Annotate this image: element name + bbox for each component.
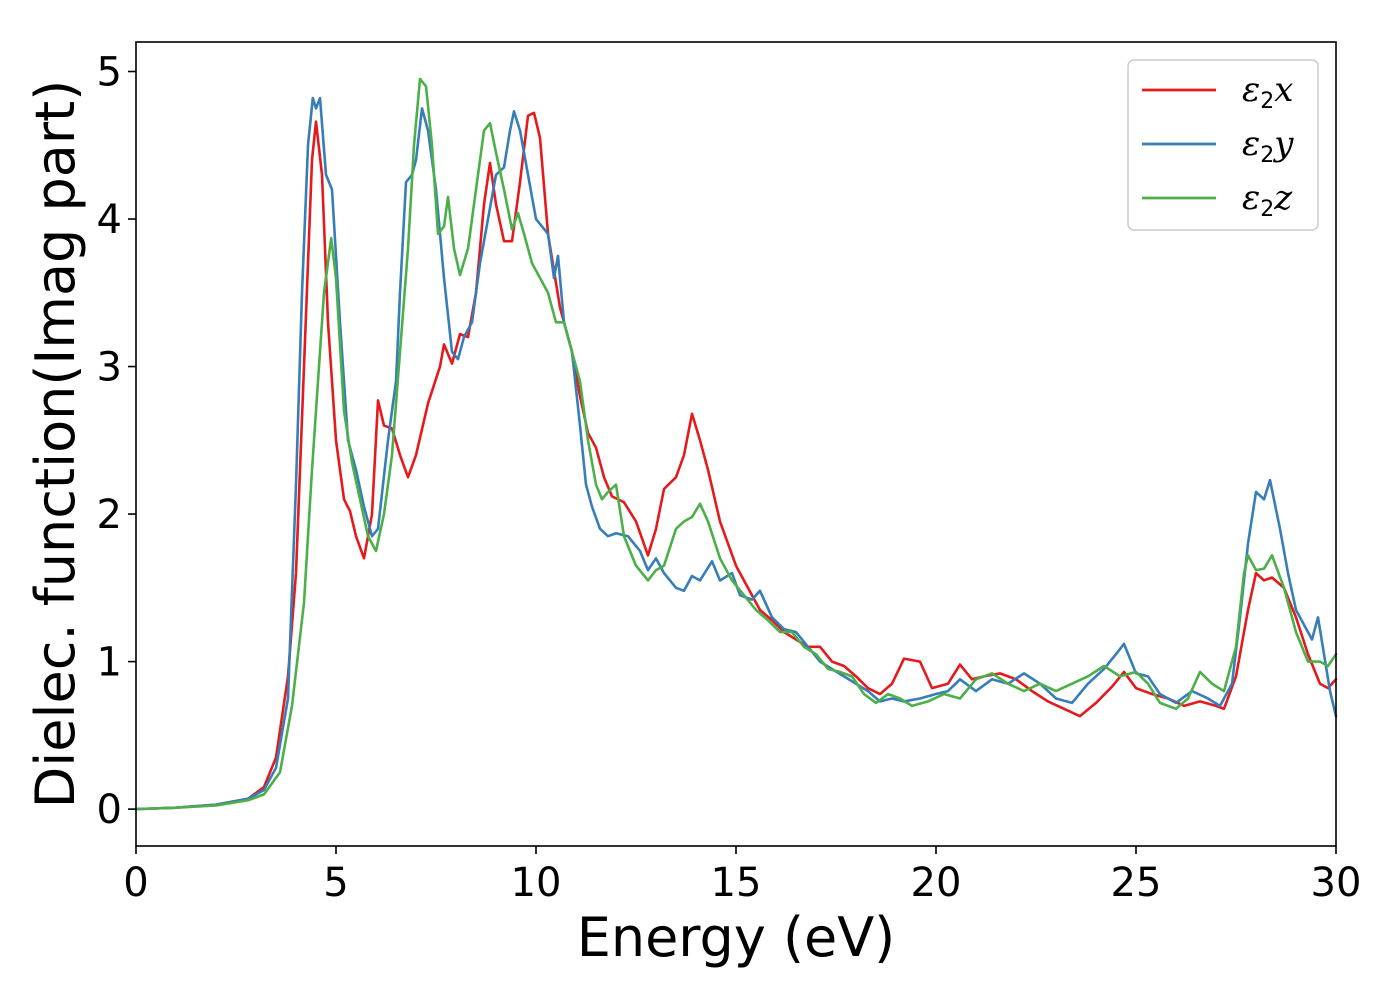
legend-box [1127,59,1319,231]
series-line-z [134,77,1338,811]
y-tick-label: 0 [97,787,122,833]
y-tick-label: 4 [97,197,122,243]
x-axis: 0 5 10 15 20 25 30 [123,846,1361,906]
x-tick-label: 0 [123,860,148,906]
legend-label-x: ε2x [1242,70,1293,114]
x-axis-title: Energy (eV) [577,906,896,969]
y-axis: 0 1 2 3 4 5 [97,50,136,833]
x-tick-label: 30 [1311,860,1362,906]
x-tick-label: 5 [323,860,348,906]
y-axis-title: Dielec. function(Imag part) [24,80,87,809]
series-line-y [134,96,1338,811]
y-tick-label: 5 [97,50,122,96]
y-tick-label: 1 [97,640,122,686]
x-tick-label: 10 [511,860,562,906]
x-tick-label: 25 [1111,860,1162,906]
legend: ε2x ε2y ε2z [1127,59,1319,231]
legend-label-y: ε2y [1242,124,1294,168]
y-tick-label: 3 [97,345,122,391]
legend-label-z: ε2z [1242,178,1293,222]
x-tick-label: 20 [911,860,962,906]
y-tick-label: 2 [97,492,122,538]
x-tick-label: 15 [711,860,762,906]
series-layer [134,77,1338,811]
